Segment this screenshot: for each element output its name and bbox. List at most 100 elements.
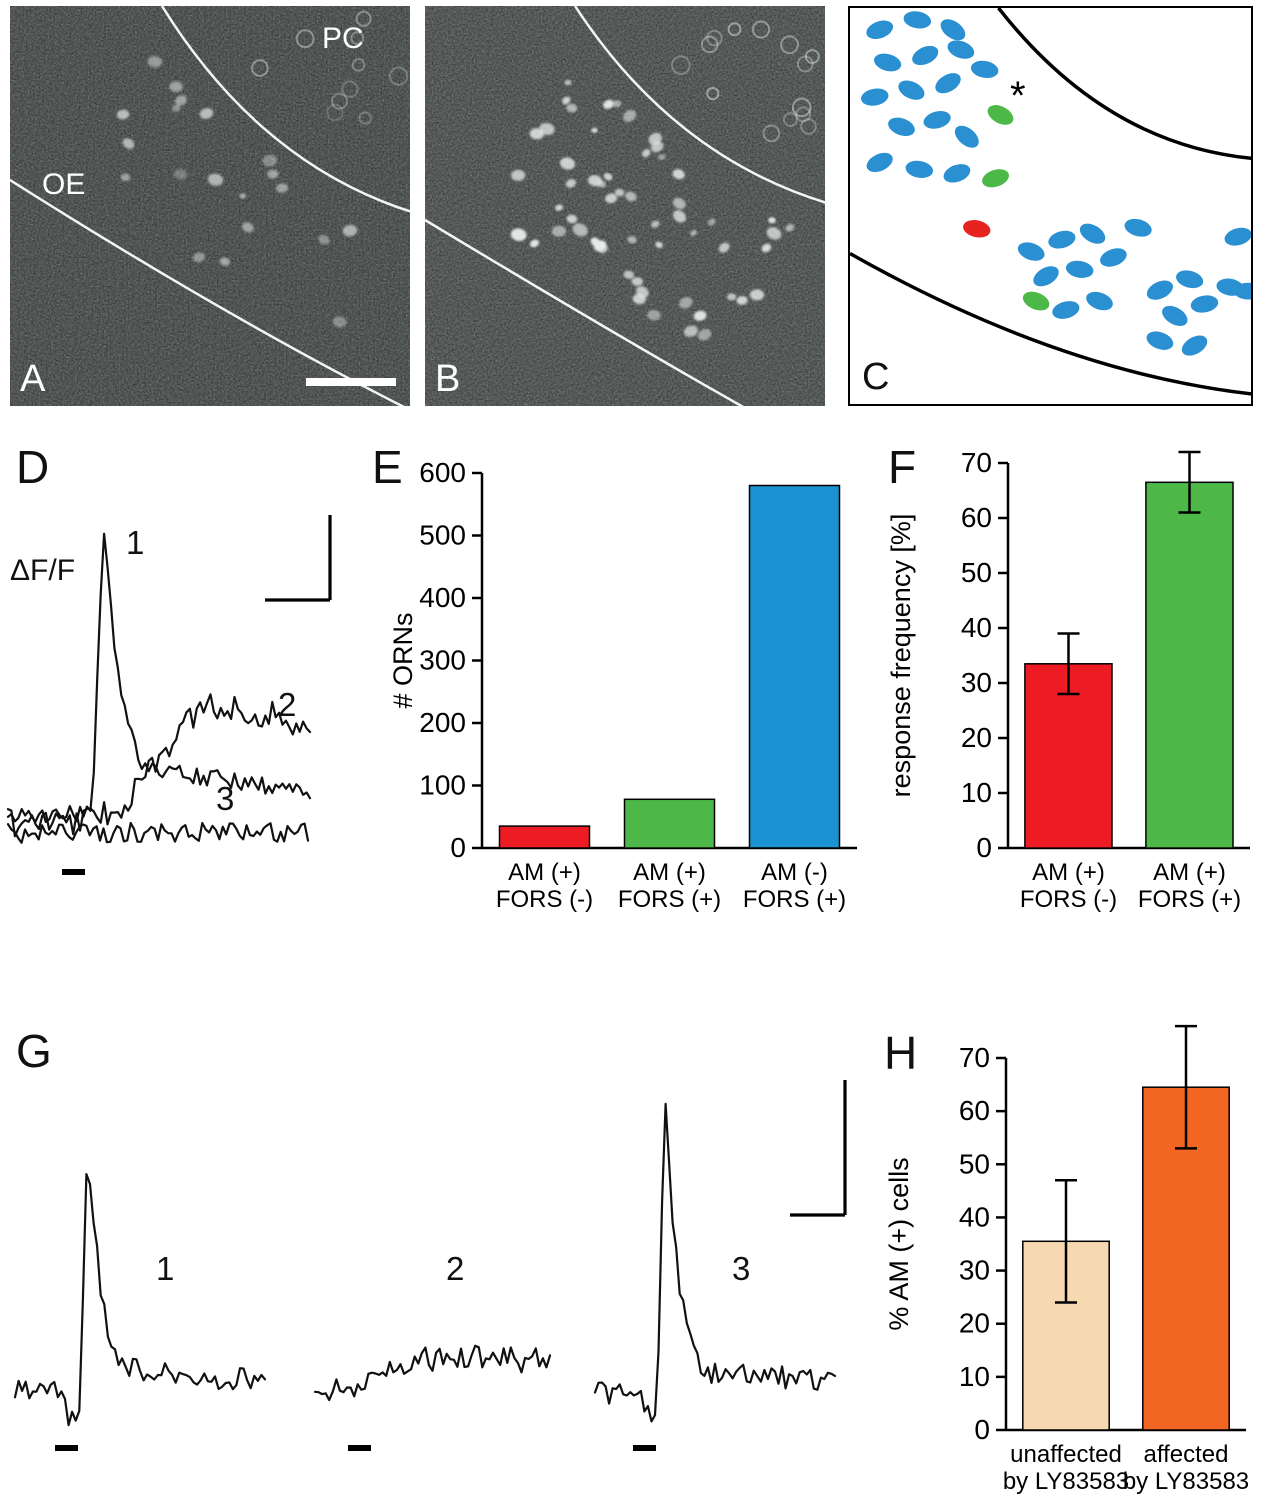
cell-blob bbox=[603, 99, 614, 109]
traces-panel-D bbox=[6, 515, 332, 875]
orn-cell-blue bbox=[1190, 295, 1219, 313]
cell-blob bbox=[193, 252, 205, 263]
cell-blob bbox=[679, 297, 693, 309]
y-tick-label: 40 bbox=[961, 612, 992, 643]
traces-panel-G bbox=[13, 1080, 847, 1451]
orn-cell-blue bbox=[1033, 266, 1059, 287]
orn-cell-blue bbox=[1086, 291, 1113, 311]
orn-cell-blue bbox=[912, 45, 939, 66]
ring-cell bbox=[331, 92, 348, 110]
cell-blob bbox=[612, 100, 622, 108]
trace-label-1: 1 bbox=[156, 1250, 175, 1287]
cell-blob bbox=[707, 218, 716, 226]
cell-blob bbox=[564, 79, 572, 86]
ring-cell bbox=[791, 97, 812, 118]
panel-E-letter: E bbox=[372, 441, 403, 493]
cell-blob bbox=[598, 244, 608, 254]
panel-C: * C bbox=[848, 6, 1253, 406]
trace-lines bbox=[13, 1102, 837, 1427]
orn-cell-blue bbox=[1162, 305, 1188, 326]
y-tick-label: 40 bbox=[959, 1201, 990, 1232]
bar-2 bbox=[748, 484, 841, 849]
tissue-boundary-upper bbox=[573, 6, 825, 204]
orn-cell-green bbox=[987, 105, 1014, 125]
cell-blob bbox=[641, 149, 651, 158]
orn-cell-blue bbox=[947, 40, 975, 59]
panel-B: B bbox=[425, 6, 825, 406]
cell-blob bbox=[219, 257, 231, 266]
category-label: AM (+) bbox=[1153, 859, 1226, 886]
cell-map-layer bbox=[861, 11, 1251, 356]
y-tick-label: 70 bbox=[959, 1042, 990, 1073]
category-label: unaffected bbox=[1010, 1441, 1122, 1468]
y-axis-label: % AM (+) cells bbox=[884, 1157, 914, 1330]
ring-cell bbox=[783, 112, 798, 127]
cell-blob bbox=[318, 234, 330, 245]
cell-blob bbox=[241, 222, 254, 233]
cell-blob bbox=[658, 154, 666, 160]
orn-cell-blue bbox=[905, 160, 934, 178]
orn-cell-blue bbox=[1052, 301, 1080, 319]
orn-cell-blue bbox=[1181, 335, 1208, 356]
cell-blob bbox=[655, 241, 663, 249]
ring-cell bbox=[795, 106, 812, 123]
category-label: FORS (-) bbox=[1020, 886, 1117, 913]
cell-blob bbox=[262, 154, 278, 167]
orn-cell-blue bbox=[866, 20, 894, 39]
ring-cell bbox=[800, 118, 817, 135]
tissue-boundary-upper bbox=[997, 8, 1251, 160]
ring-cell bbox=[706, 87, 720, 101]
trace-1 bbox=[6, 532, 312, 823]
cell-blob bbox=[631, 277, 643, 286]
panel-B-letter: B bbox=[435, 358, 461, 400]
y-tick-label: 600 bbox=[419, 457, 466, 488]
cell-blob bbox=[785, 223, 795, 232]
cell-blob bbox=[122, 138, 135, 149]
trace-label-3: 3 bbox=[732, 1250, 751, 1287]
trace-2 bbox=[313, 1344, 552, 1402]
category-label: FORS (-) bbox=[496, 886, 593, 913]
y-tick-label: 200 bbox=[419, 707, 466, 738]
ring-cell bbox=[701, 35, 719, 54]
tissue-boundary-lower bbox=[850, 252, 1251, 396]
cell-blob bbox=[147, 56, 162, 68]
tissue-boundary-lower bbox=[425, 218, 745, 406]
cell-blob bbox=[672, 169, 685, 180]
cell-blob bbox=[603, 172, 613, 181]
cell-blob bbox=[727, 293, 737, 301]
scale-bar bbox=[306, 378, 396, 386]
trace-label-1: 1 bbox=[126, 524, 145, 561]
cell-blob bbox=[625, 191, 637, 202]
category-label: FORS (+) bbox=[1138, 886, 1241, 913]
category-label: by LY83583 bbox=[1003, 1468, 1129, 1494]
panel-H-letter: H bbox=[884, 1027, 918, 1079]
asterisk-annotation: * bbox=[1010, 74, 1026, 118]
orn-cell-blue bbox=[943, 164, 971, 183]
y-tick-label: 50 bbox=[959, 1148, 990, 1179]
trace-3 bbox=[6, 821, 310, 844]
bar-0 bbox=[498, 825, 591, 849]
category-label: affected bbox=[1144, 1441, 1229, 1468]
orn-cell-blue bbox=[940, 19, 966, 41]
cell-blob bbox=[566, 214, 578, 224]
y-tick-label: 70 bbox=[961, 447, 992, 478]
ring-cell bbox=[355, 10, 372, 27]
cell-blob bbox=[566, 103, 578, 113]
orn-cell-blue bbox=[898, 80, 925, 100]
cell-blob bbox=[199, 108, 214, 119]
ring-cell bbox=[351, 58, 366, 72]
ring-cell bbox=[295, 29, 315, 49]
ring-cell bbox=[796, 55, 814, 73]
cell-blob bbox=[332, 316, 347, 328]
category-label: AM (+) bbox=[633, 859, 706, 886]
panel-A-letter: A bbox=[20, 358, 46, 400]
orn-cell-blue bbox=[970, 60, 999, 79]
ring-cell bbox=[388, 66, 409, 86]
y-tick-label: 10 bbox=[959, 1361, 990, 1392]
schematic-C bbox=[850, 8, 1251, 396]
cell-blob bbox=[529, 239, 540, 248]
ring-cell bbox=[251, 59, 269, 77]
cell-blob bbox=[559, 157, 576, 170]
cell-blob bbox=[173, 169, 188, 180]
cell-blob bbox=[683, 325, 698, 337]
